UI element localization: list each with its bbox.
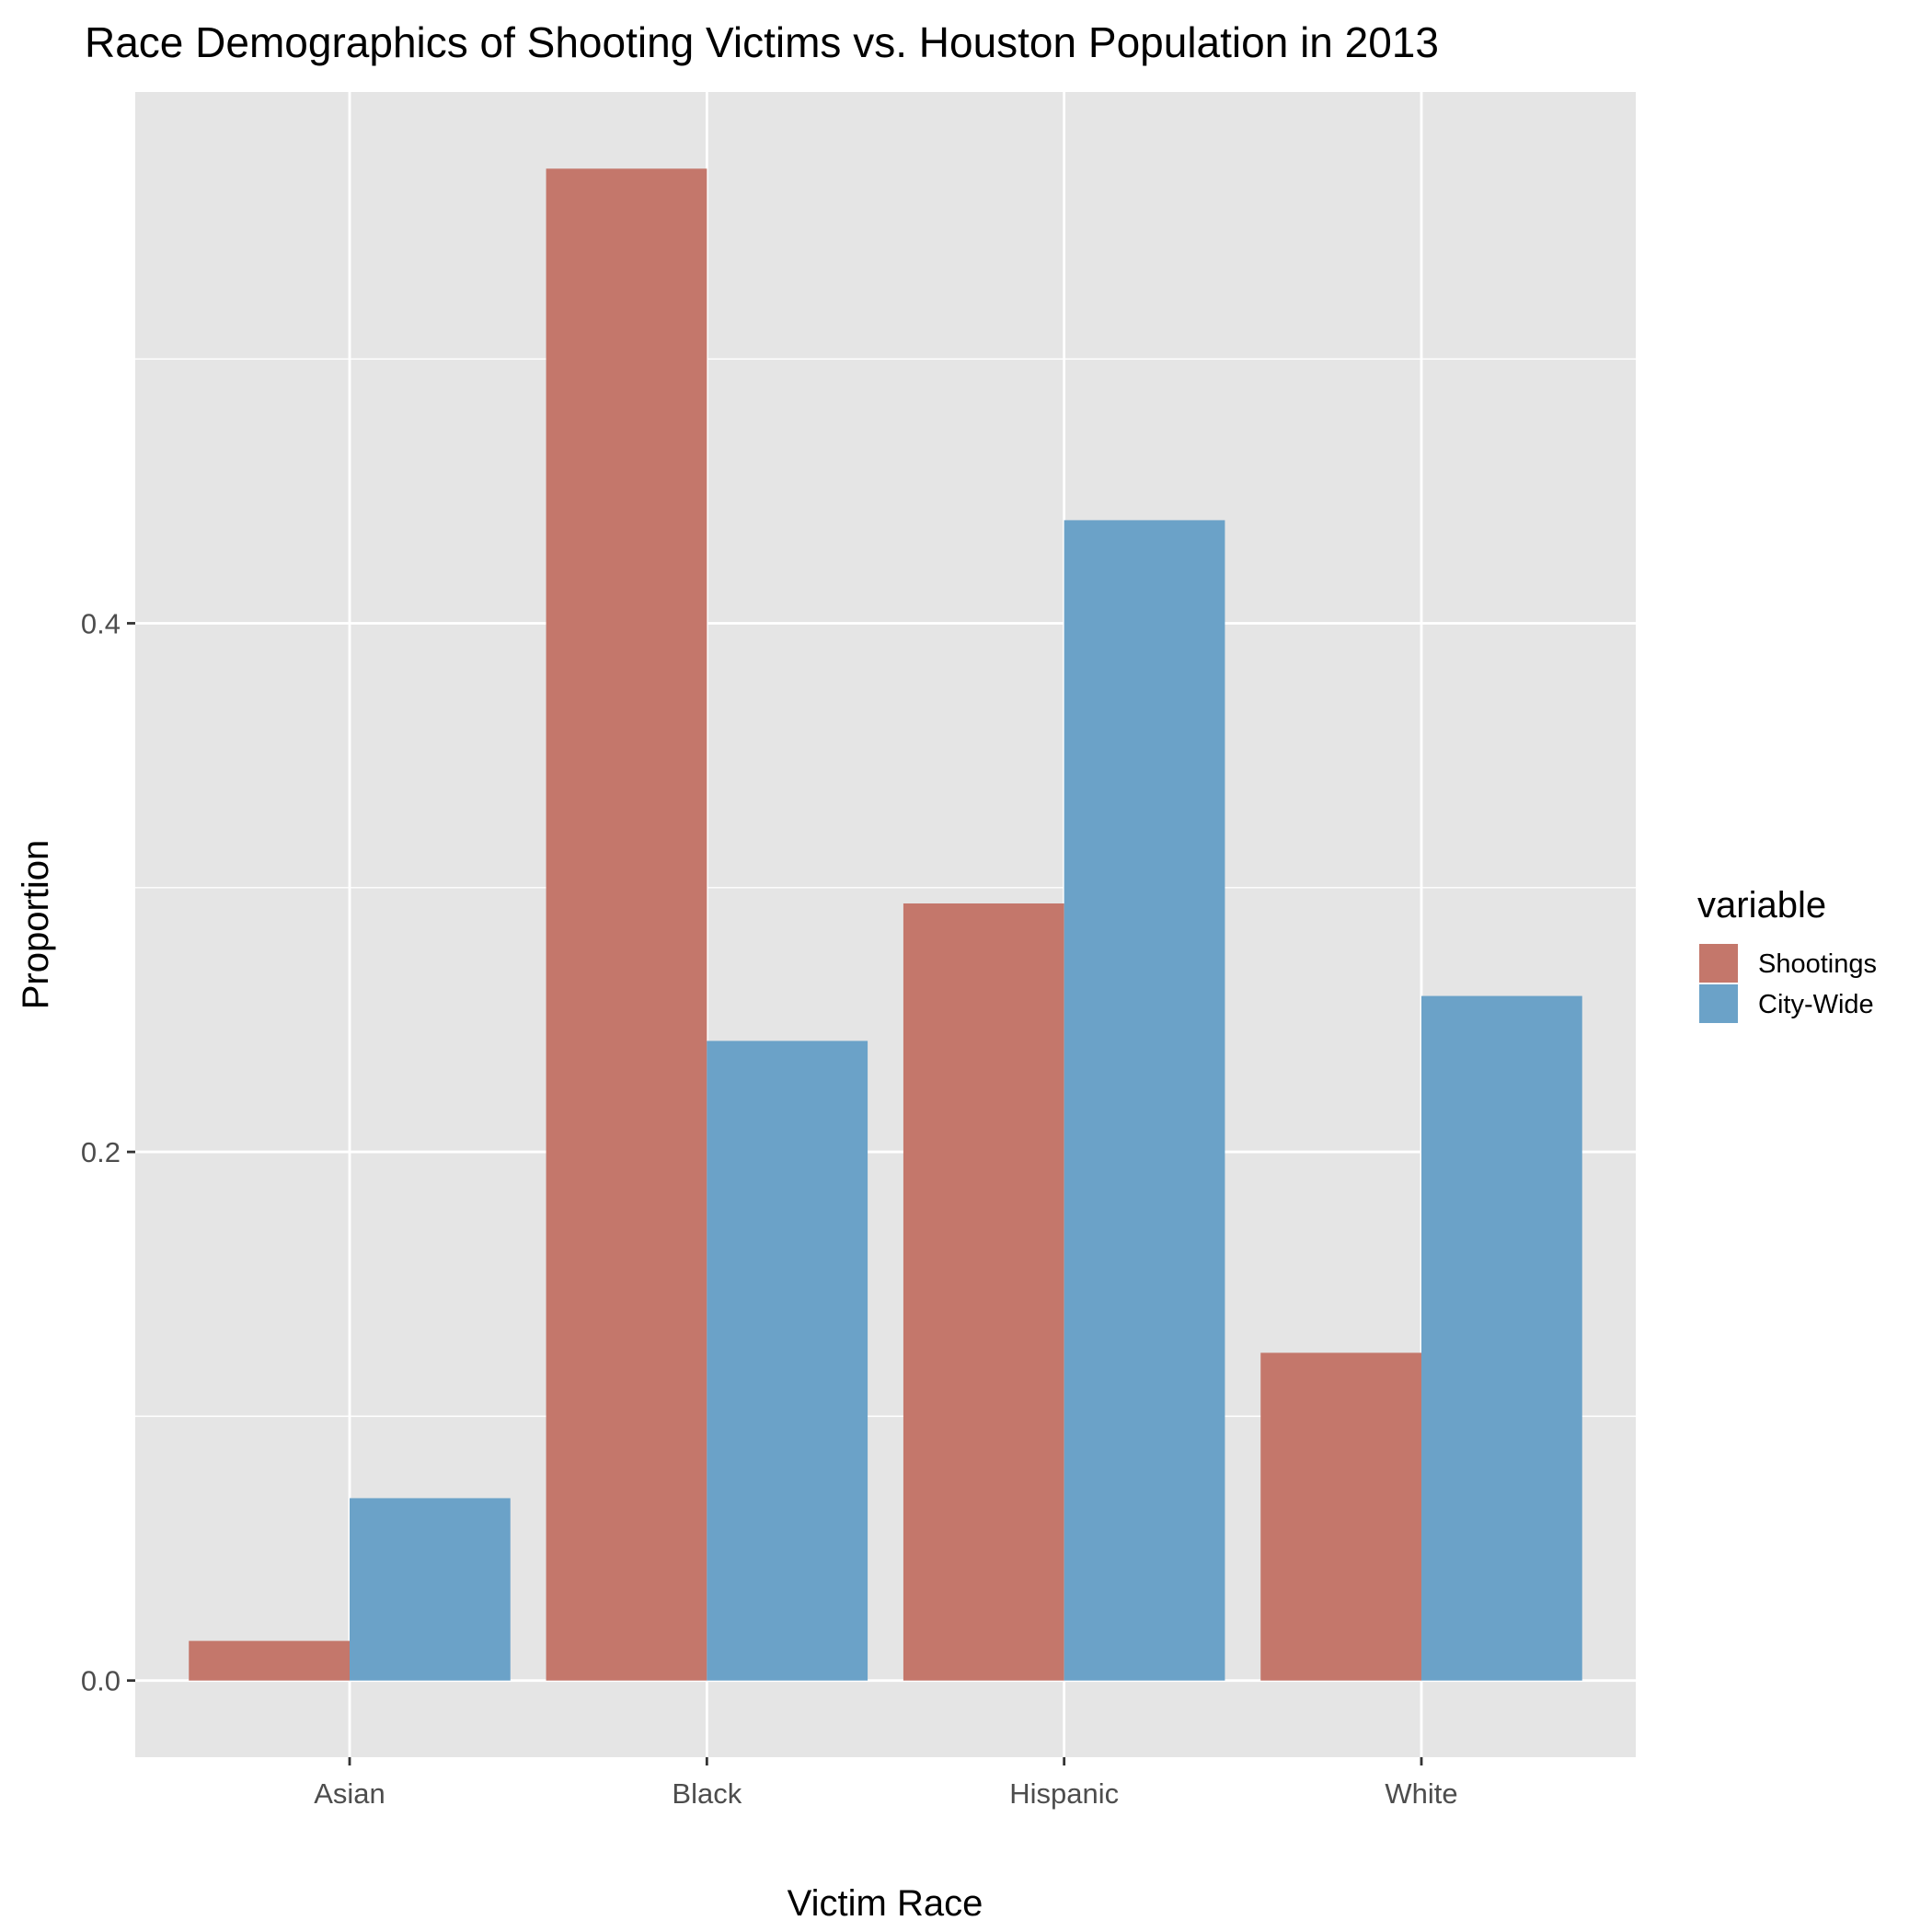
x-tick-label: Asian <box>314 1777 385 1810</box>
legend-label: Shootings <box>1758 949 1877 979</box>
y-axis: 0.0 0.2 0.4 <box>81 607 135 1697</box>
bars <box>189 168 1582 1681</box>
bar-shootings-asian <box>189 1640 350 1681</box>
legend: variable Shootings City-Wide <box>1697 885 1877 1025</box>
bar-city-wide-asian <box>350 1498 511 1681</box>
y-tick-label: 0.2 <box>81 1136 121 1168</box>
y-axis-title: Proportion <box>16 840 56 1010</box>
bar-shootings-white <box>1260 1352 1421 1681</box>
x-tick-label: Black <box>672 1777 742 1810</box>
bar-city-wide-hispanic <box>1064 520 1225 1681</box>
bar-city-wide-white <box>1421 995 1582 1681</box>
bar-shootings-hispanic <box>903 903 1064 1681</box>
x-axis: Asian Black Hispanic White <box>314 1757 1458 1810</box>
x-tick-label: Hispanic <box>1009 1777 1119 1810</box>
bar-city-wide-black <box>707 1041 868 1681</box>
y-tick-label: 0.4 <box>81 607 121 639</box>
chart-title: Race Demographics of Shooting Victims vs… <box>85 18 1439 66</box>
legend-key <box>1697 942 1740 984</box>
x-tick-label: White <box>1385 1777 1457 1810</box>
x-axis-title: Victim Race <box>788 1883 983 1924</box>
y-tick-label: 0.0 <box>81 1665 121 1697</box>
legend-label: City-Wide <box>1758 990 1874 1019</box>
legend-key <box>1697 983 1740 1025</box>
legend-title: variable <box>1697 885 1826 926</box>
bar-shootings-black <box>546 168 707 1681</box>
